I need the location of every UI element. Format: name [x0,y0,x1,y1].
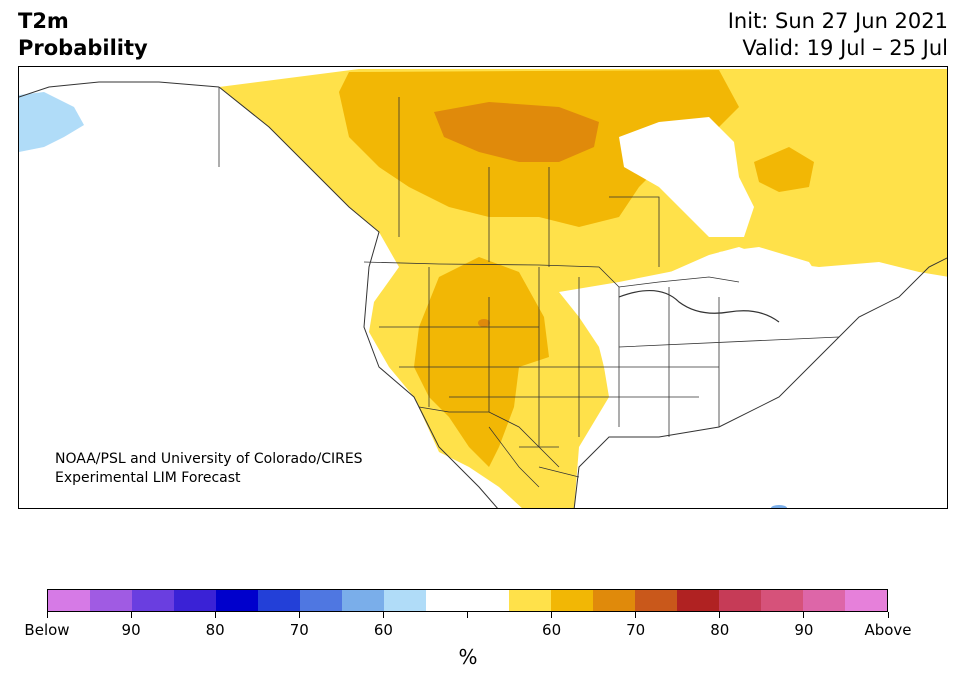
credit-line-2: Experimental LIM Forecast [55,470,241,486]
colorbar-tick [382,612,384,618]
colorbar-tick [46,612,48,618]
colorbar-tick-label: 70 [289,621,309,639]
colorbar-tick-label: Below [24,621,70,639]
colorbar-tick-label: 90 [121,621,141,639]
colorbar-swatch [131,590,174,611]
title-line-2: Probability [18,36,148,60]
hudson-bay [619,117,754,237]
colorbar-tick-label: 70 [626,621,646,639]
us-mexico-border [418,406,560,468]
colorbar-swatch [215,590,258,611]
colorbar-tick-label: 90 [794,621,814,639]
colorbar-unit-label: % [458,645,478,669]
colorbar-swatch [635,590,678,611]
mexico-state-lines [488,426,580,488]
map-title: T2m Probability [18,8,148,62]
colorbar-swatch [509,590,552,611]
probability-region-orange-west [414,257,549,467]
canada-divisions [218,87,660,267]
colorbar-swatch [719,590,762,611]
us-canada-border [363,261,740,288]
colorbar-tick [551,612,553,618]
probability-map [19,69,947,508]
colorbar-swatch [48,590,90,611]
colorbar-swatch [299,590,342,611]
great-lakes [618,289,780,323]
colorbar-swatch [551,590,594,611]
pacific-ocean-area [19,187,449,508]
coastline-east [573,257,947,508]
colorbar-tick [887,612,889,618]
colorbar-tick-label: 80 [710,621,730,639]
init-date: Init: Sun 27 Jun 2021 [727,9,948,33]
mexico-borders [488,426,580,488]
colorbar-tick [214,612,216,618]
colorbar-tick [719,612,721,618]
colorbar-swatch [257,590,300,611]
colorbar-tick [467,612,468,618]
credit-line-1: NOAA/PSL and University of Colorado/CIRE… [55,451,363,467]
colorbar-swatch [677,590,720,611]
title-line-1: T2m [18,9,69,33]
valid-dates: Valid: 19 Jul – 25 Jul [742,36,948,60]
probability-region-orange-east [754,147,814,192]
colorbar-tick-label: 60 [373,621,393,639]
colorbar-swatch [761,590,804,611]
us-state-lines [379,267,840,447]
colorbar-swatch [845,590,888,611]
probability-region-light-blue-small [771,505,787,508]
data-credit: NOAA/PSL and University of Colorado/CIRE… [55,450,363,488]
colorbar-tick [298,612,300,618]
colorbar-swatch [425,590,468,611]
map-panel: NOAA/PSL and University of Colorado/CIRE… [18,66,948,509]
alaska-coast [19,81,220,98]
colorbar-tick [130,612,132,618]
atlantic-area [719,247,819,277]
colorbar-swatch [341,590,384,611]
probability-region-dark-orange-small [478,319,490,327]
colorbar-tick-label: 60 [542,621,562,639]
colorbar-swatch [803,590,846,611]
probability-colorbar [47,589,888,612]
colorbar-tick-label: Above [864,621,912,639]
colorbar-swatch [173,590,216,611]
probability-region-dark-orange [434,102,599,162]
political-borders [19,81,947,508]
probability-region-light-blue [19,92,84,152]
coastline-west [218,86,498,508]
colorbar-swatch [383,590,426,611]
colorbar-swatch [89,590,132,611]
colorbar-tick-label: 80 [205,621,225,639]
colorbar-swatch [593,590,636,611]
eastern-us-area [559,262,889,437]
forecast-dates: Init: Sun 27 Jun 2021 Valid: 19 Jul – 25… [728,8,948,62]
colorbar-tick [635,612,637,618]
colorbar-swatch [467,590,510,611]
colorbar-tick [803,612,805,618]
